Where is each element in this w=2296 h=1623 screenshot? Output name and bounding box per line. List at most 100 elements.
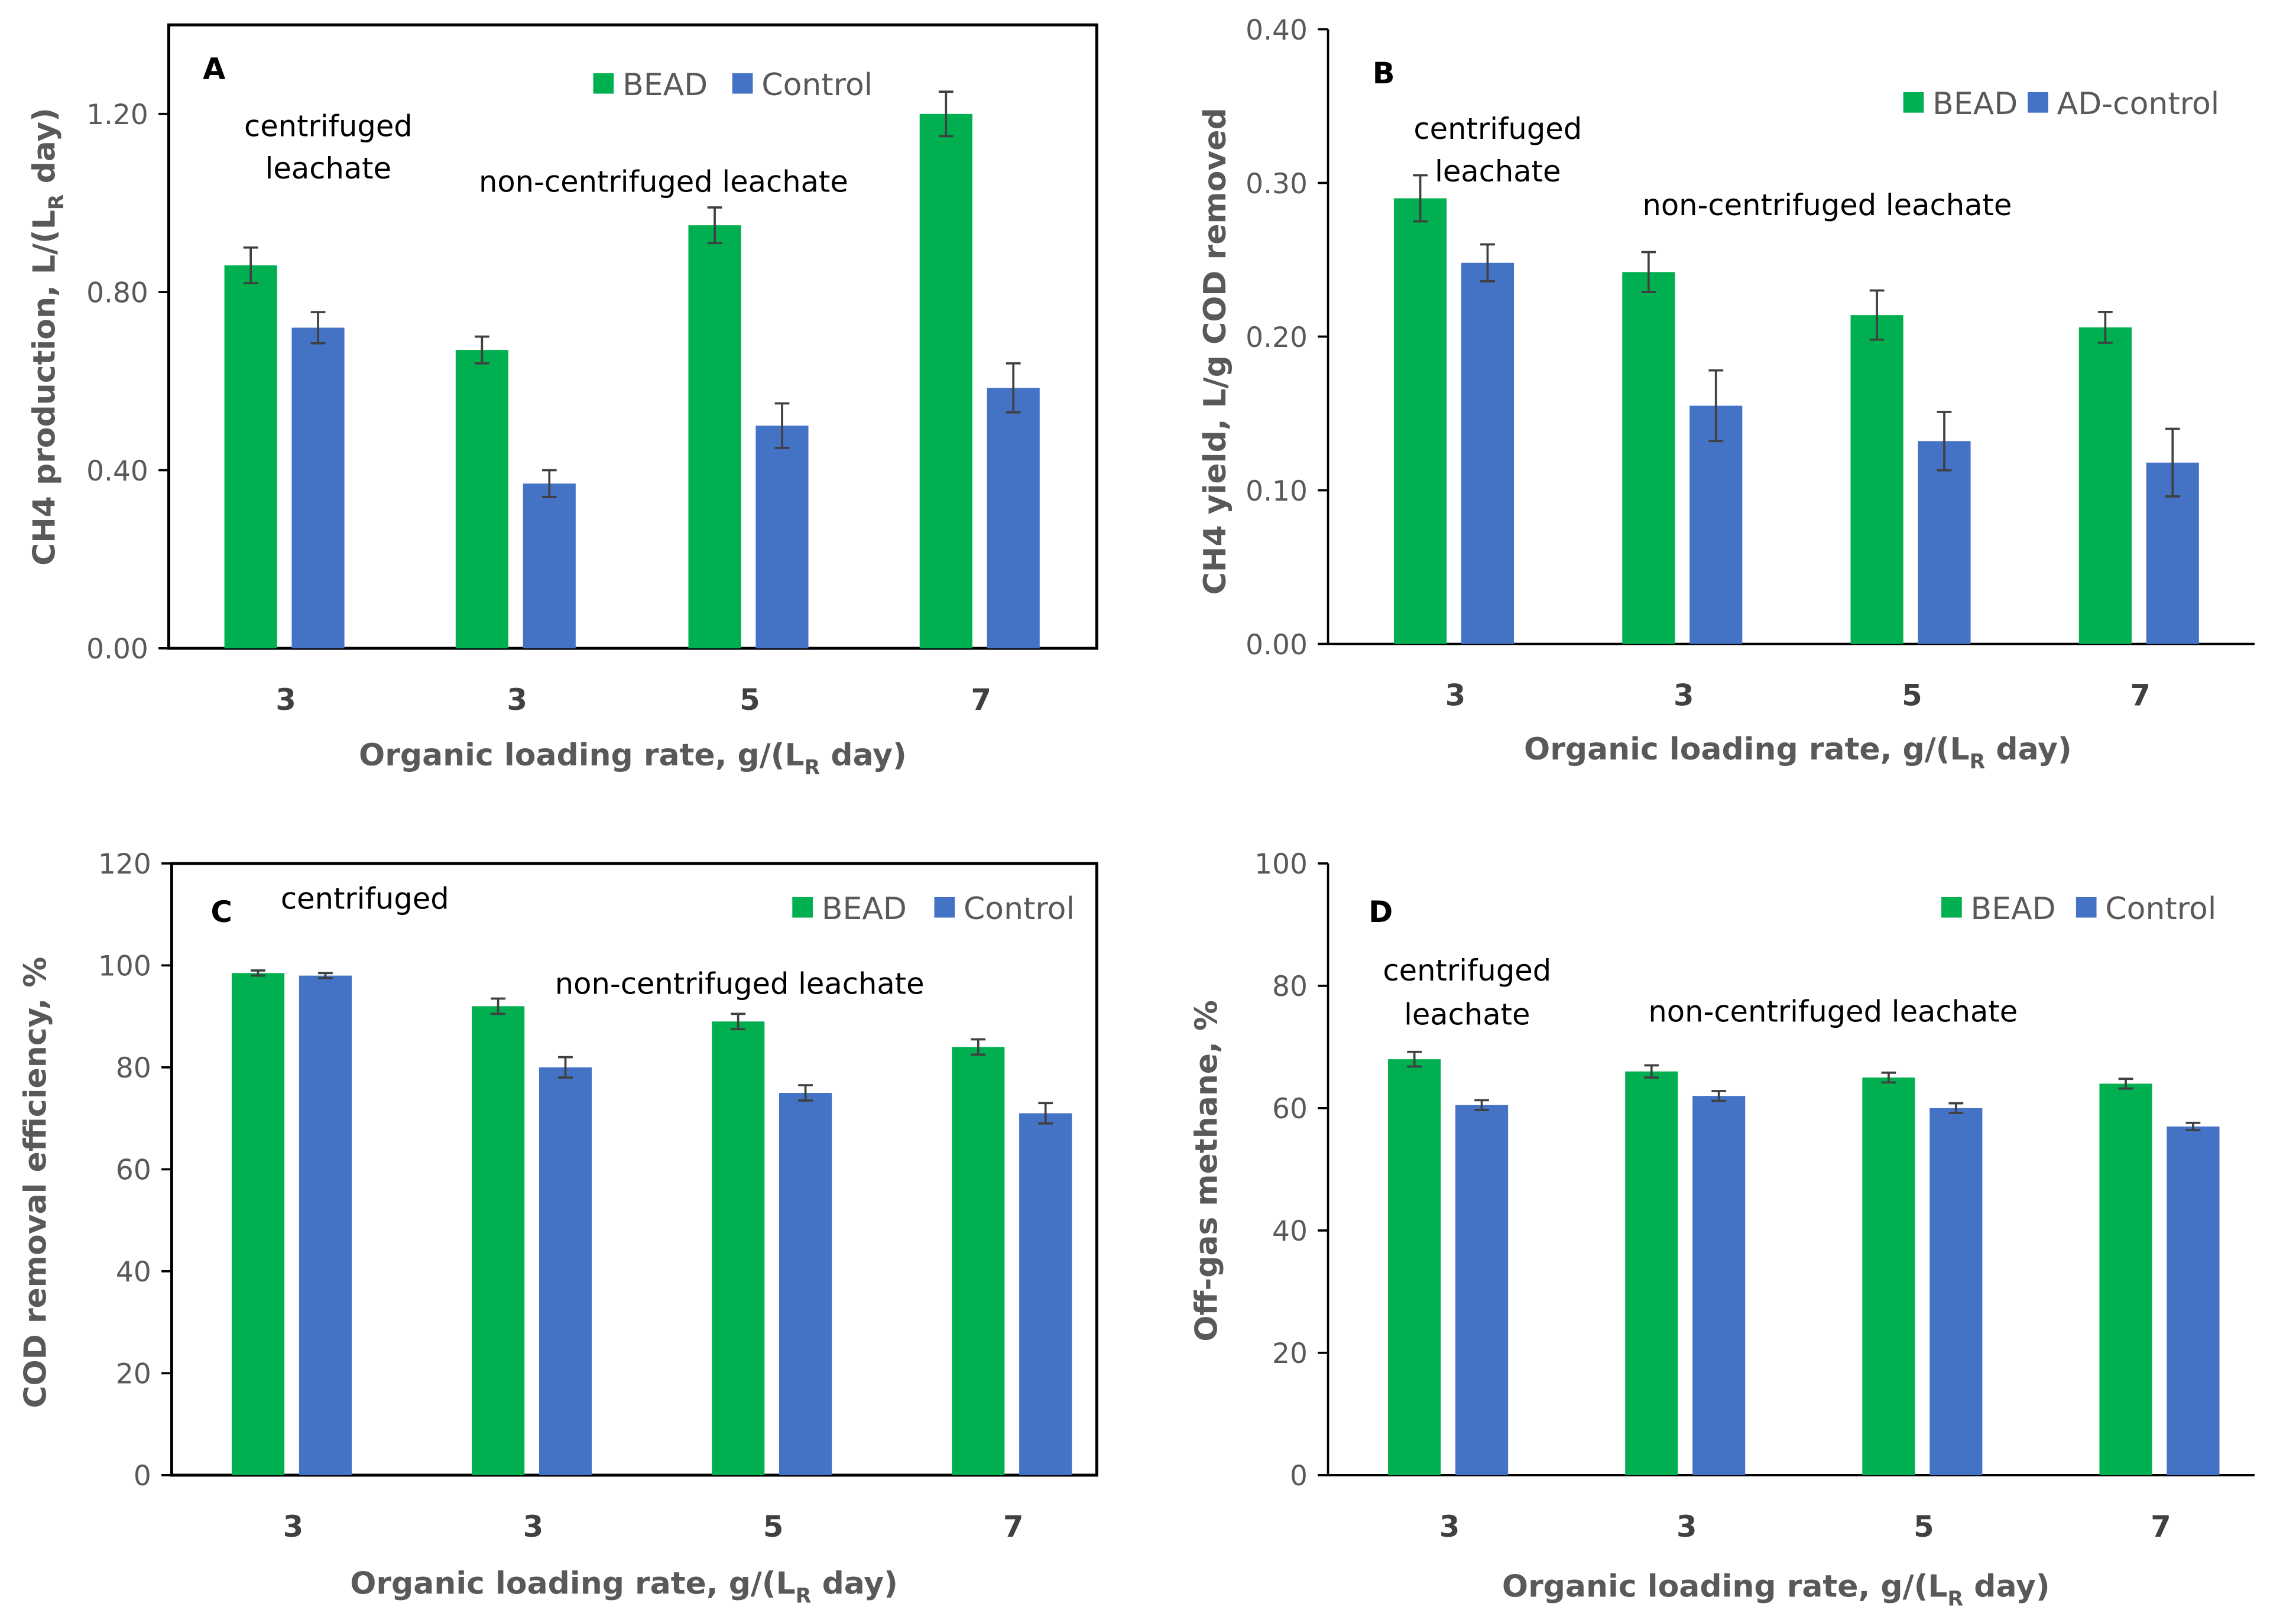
legend-swatch <box>1941 897 1962 918</box>
x-tick-label: 7 <box>2130 678 2151 712</box>
x-tick-label: 5 <box>1914 1510 1934 1544</box>
bar-control <box>299 975 352 1475</box>
x-tick-label: 5 <box>740 683 760 717</box>
annotation: non-centrifuged leachate <box>555 966 925 1001</box>
x-tick-label: 3 <box>507 683 527 717</box>
x-tick-label: 7 <box>1003 1510 1023 1544</box>
y-label-main: Off-gas methane, % <box>1189 1000 1224 1342</box>
bar-control <box>1455 1105 1509 1475</box>
annotation: non-centrifuged leachate <box>1648 994 2018 1028</box>
panel-label: C <box>210 895 232 929</box>
annotation: non-centrifuged leachate <box>479 164 848 199</box>
y-axis-label: COD removal efficiency, % <box>18 957 53 1408</box>
legend-swatch <box>732 73 753 94</box>
x-label-main: Organic loading rate, g/(L <box>350 1566 796 1601</box>
y-tick-label: 0.10 <box>1246 475 1308 508</box>
bar-control <box>755 426 809 648</box>
y-axis-label: CH4 yield, L/g COD removed <box>1198 108 1233 595</box>
legend-swatch <box>934 897 955 918</box>
y-tick-label: 20 <box>116 1358 151 1391</box>
bar-bead <box>688 225 741 648</box>
x-tick-label: 3 <box>523 1510 543 1544</box>
y-tick-label: 0.20 <box>1246 322 1308 354</box>
bar-control <box>2167 1126 2220 1475</box>
bar-bead <box>1622 272 1675 644</box>
y-tick-label: 120 <box>98 848 151 881</box>
bar-bead <box>2078 327 2132 644</box>
bar-control <box>291 327 345 648</box>
x-label-end: day) <box>811 1566 897 1601</box>
x-axis-label: Organic loading rate, g/(LR day) <box>350 1566 898 1608</box>
legend-swatch <box>2076 897 2097 918</box>
panel-C: 0 20 40 60 80 100 120 3 3 5 7 C centrifuged non-centr… <box>18 848 1098 1608</box>
bar-control <box>779 1093 832 1475</box>
y-tick-label: 0 <box>1290 1460 1308 1492</box>
panel-label: D <box>1368 895 1393 929</box>
legend-label: BEAD <box>1971 891 2056 927</box>
legend-label: AD-control <box>2057 86 2220 122</box>
bar-bead <box>472 1006 525 1475</box>
x-tick-label: 3 <box>1445 678 1465 712</box>
bar-control <box>1019 1113 1072 1475</box>
plot-frame <box>167 23 1098 650</box>
y-tick-label: 1.20 <box>86 99 148 131</box>
annotation: leachate <box>1435 154 1561 189</box>
legend-swatch <box>792 897 813 918</box>
y-tick-label: 0.80 <box>86 277 148 309</box>
y-tick-label: 80 <box>1272 970 1308 1003</box>
panel-label: A <box>203 52 226 86</box>
bar-bead <box>1388 1059 1441 1475</box>
x-tick-label: 3 <box>283 1510 303 1544</box>
y-label-main: CH4 production, L/(L <box>27 210 62 566</box>
annotation: non-centrifuged leachate <box>1643 188 2012 222</box>
x-label-main: Organic loading rate, g/(L <box>1502 1569 1948 1604</box>
x-tick-label: 7 <box>971 683 991 717</box>
x-axis-label: Organic loading rate, g/(LR day) <box>1524 732 2072 774</box>
legend-label: BEAD <box>622 67 708 103</box>
y-tick-label: 20 <box>1272 1338 1308 1370</box>
y-label-subscript: R <box>45 194 69 210</box>
legend-label: Control <box>2105 891 2216 927</box>
x-label-subscript: R <box>805 756 821 780</box>
x-label-subscript: R <box>1947 1587 1963 1611</box>
panel-label: B <box>1373 56 1395 90</box>
y-tick-label: 80 <box>116 1052 151 1085</box>
bar-bead <box>1850 315 1903 644</box>
bar-control <box>1929 1108 1983 1475</box>
y-tick-label: 0.00 <box>86 633 148 666</box>
y-tick-label: 0 <box>134 1460 151 1492</box>
bar-control <box>539 1067 592 1475</box>
legend-label: Control <box>964 891 1075 927</box>
legend-swatch <box>1903 92 1924 113</box>
bar-bead <box>952 1047 1005 1475</box>
annotation: leachate <box>265 151 391 186</box>
legend-swatch <box>593 73 614 94</box>
x-label-subscript: R <box>1970 750 1986 774</box>
bar-ad-control <box>1461 262 1515 644</box>
y-tick-label: 100 <box>1254 848 1308 881</box>
y-tick-label: 0.40 <box>1246 14 1308 47</box>
bar-ad-control <box>1918 441 1971 644</box>
y-tick-label: 40 <box>1272 1215 1308 1248</box>
x-tick-label: 3 <box>1439 1510 1460 1544</box>
x-tick-label: 3 <box>1676 1510 1697 1544</box>
bar-bead <box>231 973 285 1475</box>
y-tick-label: 0.00 <box>1246 629 1308 661</box>
y-label-main: COD removal efficiency, % <box>18 957 53 1408</box>
y-axis-label: CH4 production, L/(LR day) <box>27 108 69 566</box>
y-tick-label: 60 <box>116 1154 151 1187</box>
bar-control <box>523 483 576 648</box>
y-axis-label: Off-gas methane, % <box>1189 1000 1224 1342</box>
bar-bead <box>919 113 972 648</box>
y-tick-label: 40 <box>116 1256 151 1288</box>
x-label-end: day) <box>1963 1569 2049 1604</box>
x-label-subscript: R <box>796 1584 812 1608</box>
legend-label: BEAD <box>822 891 907 927</box>
x-label-end: day) <box>1985 732 2071 767</box>
x-axis-label: Organic loading rate, g/(LR day) <box>359 738 907 780</box>
y-label-main: CH4 yield, L/g COD removed <box>1198 108 1233 595</box>
bar-control <box>1692 1096 1746 1475</box>
